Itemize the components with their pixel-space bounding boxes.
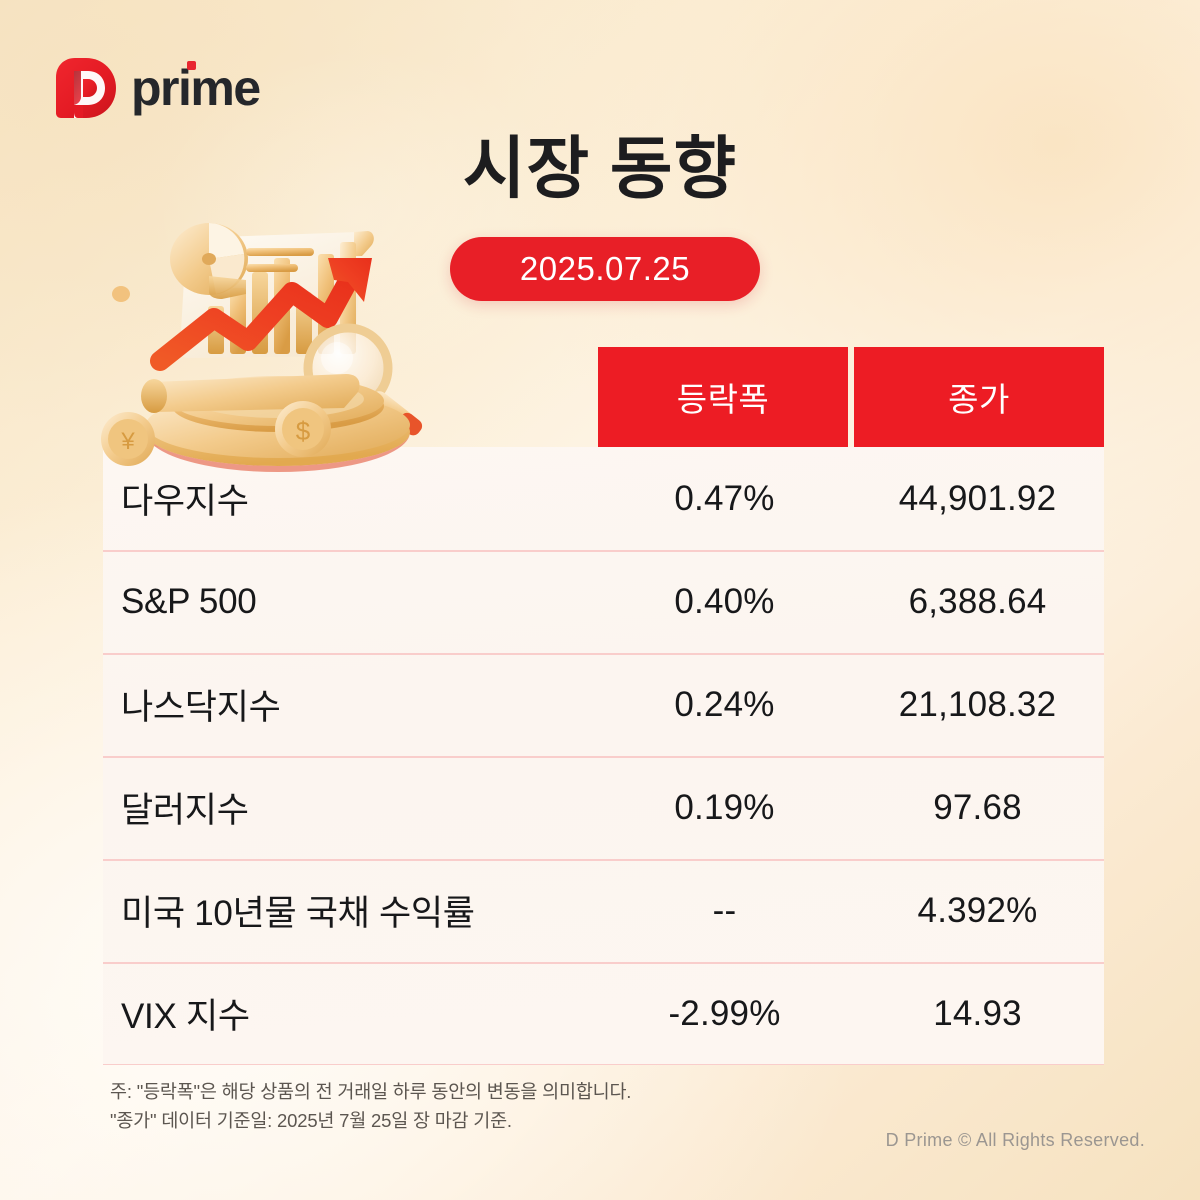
market-table: 등락폭 종가 다우지수 0.47% 44,901.92 S&P 500 0.40… (103, 347, 1104, 1065)
brand-logo[interactable]: prime (55, 57, 261, 119)
page-title: 시장 동향 (462, 131, 738, 207)
d-prime-logo-icon (55, 57, 117, 119)
row-close: 14.93 (933, 993, 1022, 1033)
row-close: 21,108.32 (898, 684, 1057, 724)
row-label: VIX 지수 (121, 997, 250, 1036)
row-label: S&P 500 (121, 581, 257, 621)
table-body: 다우지수 0.47% 44,901.92 S&P 500 0.40% 6,388… (103, 447, 1104, 1065)
column-header-change: 등락폭 (598, 347, 848, 447)
footnote-line-2: "종가" 데이터 기준일: 2025년 7월 25일 장 마감 기준. (110, 1109, 512, 1131)
date-badge: 2025.07.25 (450, 237, 760, 301)
row-change: 0.19% (674, 787, 775, 827)
column-header-close: 종가 (854, 347, 1104, 447)
row-label: 다우지수 (121, 482, 249, 521)
copyright-text: D Prime © All Rights Reserved. (885, 1130, 1145, 1150)
footnote-line-1: 주: "등락폭"은 해당 상품의 전 거래일 하루 동안의 변동을 의미합니다. (110, 1081, 632, 1102)
table-row[interactable]: 달러지수 0.19% 97.68 (103, 756, 1104, 859)
row-change: 0.24% (674, 684, 775, 724)
brand-wordmark: prime (131, 60, 261, 116)
i-dot-icon (187, 61, 196, 70)
row-change: -- (712, 890, 737, 930)
table-row[interactable]: 미국 10년물 국채 수익률 -- 4.392% (103, 859, 1104, 962)
row-label: 미국 10년물 국채 수익률 (121, 894, 475, 933)
row-close: 4.392% (917, 890, 1038, 930)
row-close: 6,388.64 (908, 581, 1047, 621)
row-change: 0.47% (674, 478, 775, 518)
brand-wordmark-text: prime (131, 60, 261, 116)
table-row[interactable]: 다우지수 0.47% 44,901.92 (103, 447, 1104, 550)
table-header-row: 등락폭 종가 (598, 347, 1104, 447)
row-close: 97.68 (933, 787, 1022, 827)
row-label: 달러지수 (121, 791, 249, 830)
table-row[interactable]: 나스닥지수 0.24% 21,108.32 (103, 653, 1104, 756)
row-label: 나스닥지수 (121, 688, 281, 727)
table-row[interactable]: S&P 500 0.40% 6,388.64 (103, 550, 1104, 653)
table-row[interactable]: VIX 지수 -2.99% 14.93 (103, 962, 1104, 1065)
footnote-block: 주: "등락폭"은 해당 상품의 전 거래일 하루 동안의 변동을 의미합니다.… (110, 1078, 631, 1135)
row-change: 0.40% (674, 581, 775, 621)
row-change: -2.99% (668, 993, 781, 1033)
row-close: 44,901.92 (898, 478, 1057, 518)
